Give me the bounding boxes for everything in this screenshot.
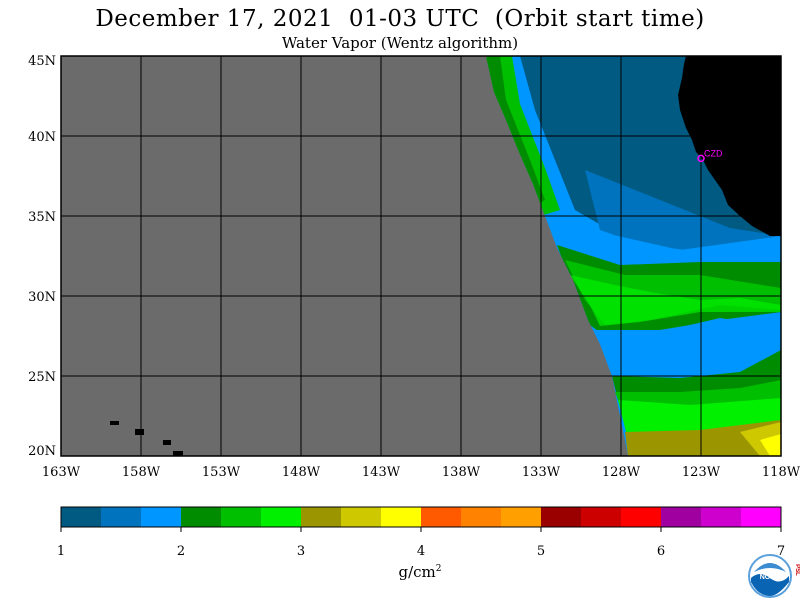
colorbar-swatch bbox=[661, 507, 702, 527]
colorbar-swatch bbox=[421, 507, 462, 527]
map-frame bbox=[60, 55, 782, 457]
colorbar-tick-label: 7 bbox=[777, 544, 785, 559]
lat-tick-label: 45N bbox=[28, 54, 56, 69]
station-label: CZD bbox=[704, 148, 723, 158]
lon-tick-label: 153W bbox=[202, 465, 241, 480]
land-mass bbox=[678, 56, 781, 236]
lon-tick-label: 123W bbox=[682, 465, 721, 480]
lat-tick-label: 25N bbox=[28, 370, 56, 385]
lon-tick-label: 148W bbox=[282, 465, 321, 480]
colorbar-labels: 1 2 3 4 5 6 7 bbox=[57, 527, 785, 559]
lon-tick-label: 118W bbox=[762, 465, 800, 480]
colorbar-swatch bbox=[741, 507, 782, 527]
logo-side-letters: PSL bbox=[794, 564, 800, 576]
lon-tick-label: 143W bbox=[362, 465, 401, 480]
colorbar-swatch bbox=[701, 507, 742, 527]
colorbar-swatch bbox=[381, 507, 422, 527]
colorbar-swatch bbox=[261, 507, 302, 527]
colorbar-tick-label: 1 bbox=[57, 544, 65, 559]
colorbar-swatch bbox=[301, 507, 342, 527]
lat-tick-label: 20N bbox=[28, 444, 56, 459]
colorbar-tick-label: 6 bbox=[657, 544, 665, 559]
colorbar-swatch bbox=[61, 507, 102, 527]
colorbar bbox=[60, 506, 782, 528]
lat-tick-label: 30N bbox=[28, 290, 56, 305]
swath-data bbox=[486, 56, 781, 456]
page-title: December 17, 2021 01-03 UTC (Orbit start… bbox=[95, 6, 705, 32]
lon-tick-label: 133W bbox=[522, 465, 561, 480]
colorbar-swatch bbox=[581, 507, 622, 527]
lat-tick-label: 40N bbox=[28, 130, 56, 145]
colorbar-swatch bbox=[461, 507, 502, 527]
colorbar-swatch bbox=[341, 507, 382, 527]
colorbar-swatch bbox=[501, 507, 542, 527]
colorbar-tick-label: 2 bbox=[177, 544, 185, 559]
latitude-labels: 45N 40N 35N 30N 25N 20N bbox=[28, 54, 56, 459]
colorbar-swatch bbox=[221, 507, 262, 527]
noaa-logo: NOAA PSL bbox=[748, 554, 800, 598]
colorbar-swatch bbox=[101, 507, 142, 527]
lat-tick-label: 35N bbox=[28, 210, 56, 225]
colorbar-swatch bbox=[181, 507, 222, 527]
colorbar-swatch bbox=[621, 507, 662, 527]
colorbar-swatch bbox=[541, 507, 582, 527]
lat-lon-grid bbox=[61, 56, 781, 456]
colorbar-tick-label: 3 bbox=[297, 544, 305, 559]
colorbar-tick-label: 4 bbox=[417, 544, 425, 559]
colorbar-swatch bbox=[141, 507, 182, 527]
lon-tick-label: 163W bbox=[42, 465, 81, 480]
lon-tick-label: 138W bbox=[442, 465, 481, 480]
colorbar-tick-label: 5 bbox=[537, 544, 545, 559]
colorbar-units: g/cm2 bbox=[398, 563, 442, 581]
logo-text: NOAA bbox=[760, 574, 781, 581]
lon-tick-label: 158W bbox=[122, 465, 161, 480]
page-subtitle: Water Vapor (Wentz algorithm) bbox=[281, 34, 519, 52]
longitude-labels: 163W 158W 153W 148W 143W 138W 133W 128W 123W 118W bbox=[42, 465, 800, 480]
lon-tick-label: 128W bbox=[602, 465, 641, 480]
hawaii-islands bbox=[110, 421, 183, 456]
station-marker: CZD bbox=[697, 148, 723, 163]
